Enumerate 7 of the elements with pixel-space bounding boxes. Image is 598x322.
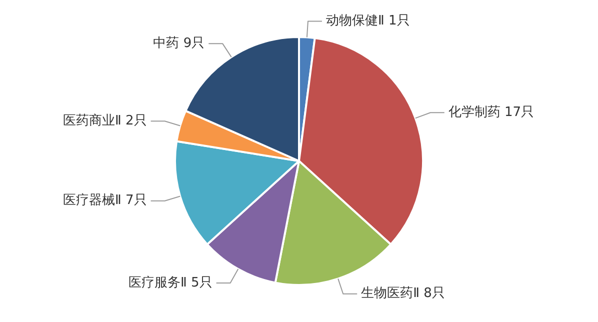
slice-label: 医药商业Ⅱ 2只: [62, 114, 147, 129]
slice-label: 动物保健Ⅱ 1只: [326, 14, 410, 29]
slice-label: 化学制药 17只: [448, 105, 534, 120]
slice-label: 中药 9只: [153, 36, 205, 52]
slice-label: 医疗服务Ⅱ 5只: [128, 275, 212, 290]
slice-label: 生物医药Ⅱ 8只: [361, 286, 445, 302]
slice-label: 医疗器械Ⅱ 7只: [62, 193, 147, 208]
